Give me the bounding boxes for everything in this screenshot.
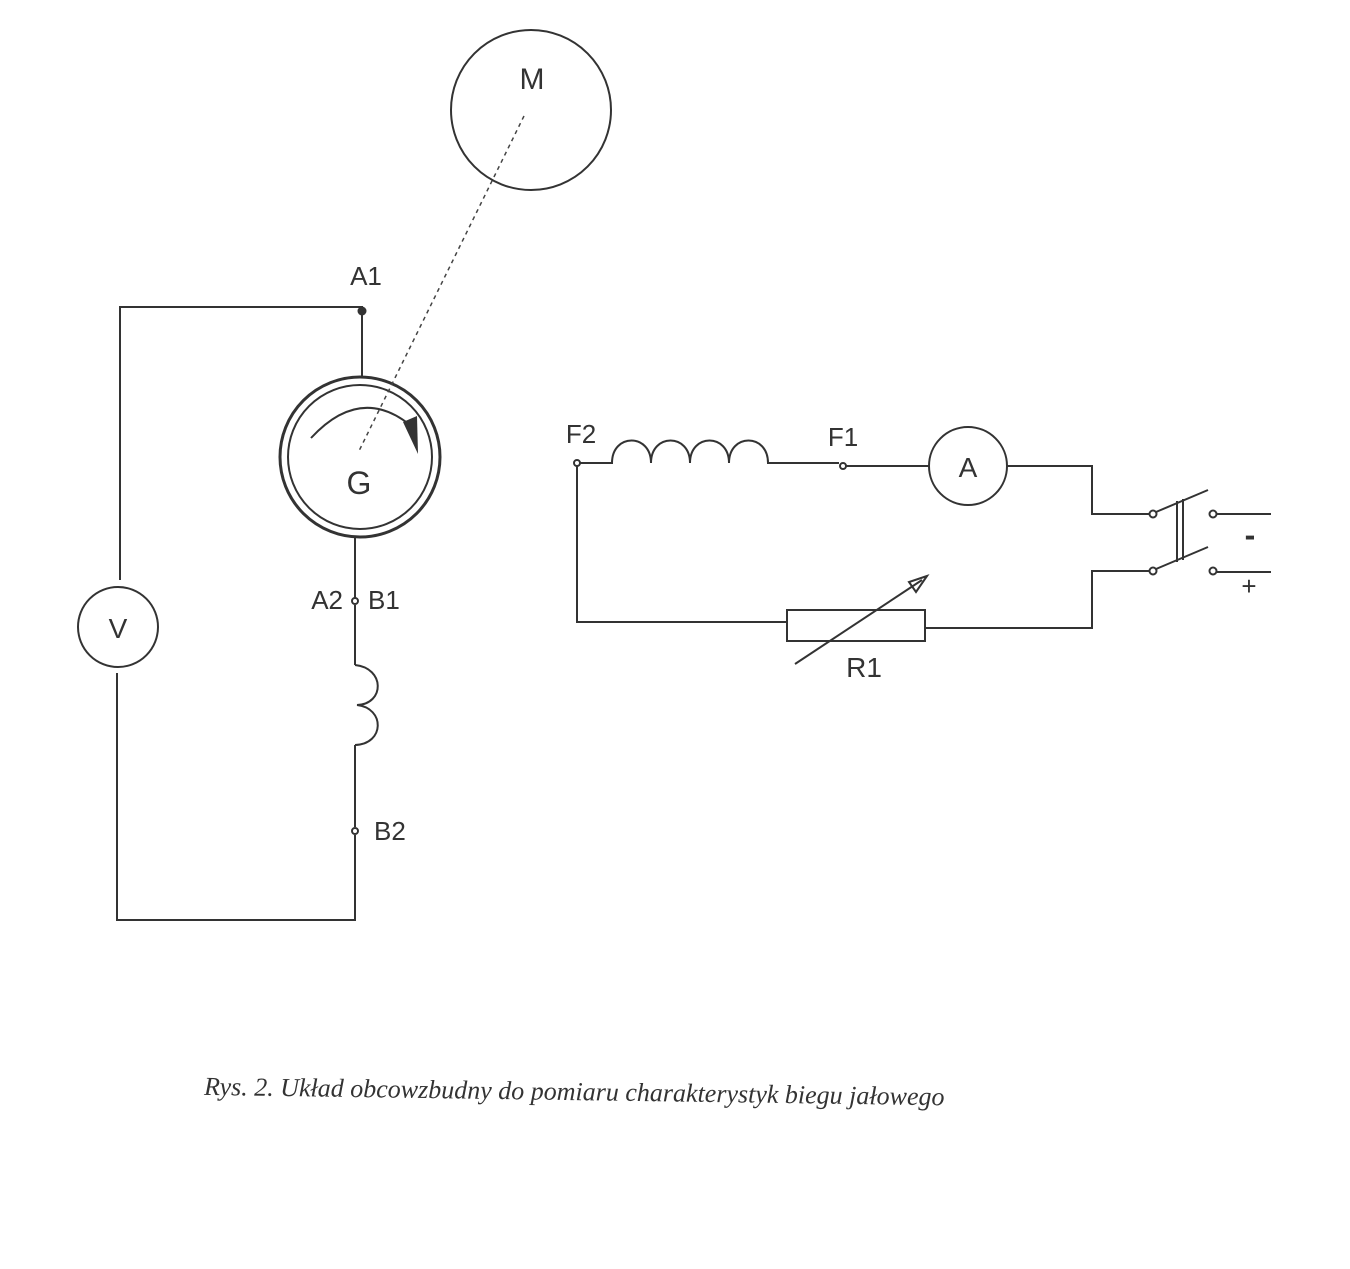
voltmeter	[77, 586, 159, 668]
junction-a1	[357, 306, 367, 316]
terminal-a1-label: A1	[350, 261, 382, 291]
switch-contact-top-left	[1148, 509, 1158, 519]
generator-label: G	[347, 465, 372, 501]
rotation-arrow	[310, 406, 411, 439]
supply-minus-label: -	[1245, 517, 1256, 553]
terminal-f1-label: F1	[828, 422, 858, 452]
terminal-f1	[839, 462, 847, 470]
generator-inner	[287, 384, 433, 530]
resistor-arrowhead	[907, 574, 930, 594]
ammeter-to-switch-wire	[1007, 465, 1149, 515]
terminal-f2	[573, 459, 581, 467]
motor	[450, 29, 612, 191]
terminal-b2	[351, 827, 359, 835]
generator-outer	[278, 375, 442, 539]
ammeter-label: A	[959, 452, 978, 483]
figure-caption: Rys. 2. Układ obcowzbudny do pomiaru cha…	[203, 1072, 945, 1111]
switch-contact-top-right	[1208, 509, 1218, 519]
terminal-f2-label: F2	[566, 419, 596, 449]
rotation-arrowhead	[403, 416, 418, 454]
terminal-b1-label: B1	[368, 585, 400, 615]
motor-label: M	[520, 63, 545, 96]
resistor-variable-arrow	[794, 579, 923, 665]
resistor-r1	[786, 609, 926, 642]
terminal-a2-b1	[351, 597, 359, 605]
terminal-b2-label: B2	[374, 816, 406, 846]
armature-return-wire	[116, 673, 356, 921]
field-winding	[579, 439, 839, 464]
series-field-coil	[354, 664, 379, 746]
resistor-to-switch-wire	[925, 570, 1149, 629]
shaft-coupling	[357, 115, 525, 454]
switch-contact-bottom-right	[1208, 566, 1218, 576]
switch-contact-bottom-left	[1148, 566, 1158, 576]
armature-top-wire	[119, 306, 363, 580]
resistor-label: R1	[846, 652, 882, 683]
voltmeter-label: V	[109, 613, 128, 644]
supply-plus-label: +	[1241, 571, 1256, 601]
terminal-a2-label: A2	[311, 585, 343, 615]
f2-return-wire	[576, 466, 787, 623]
